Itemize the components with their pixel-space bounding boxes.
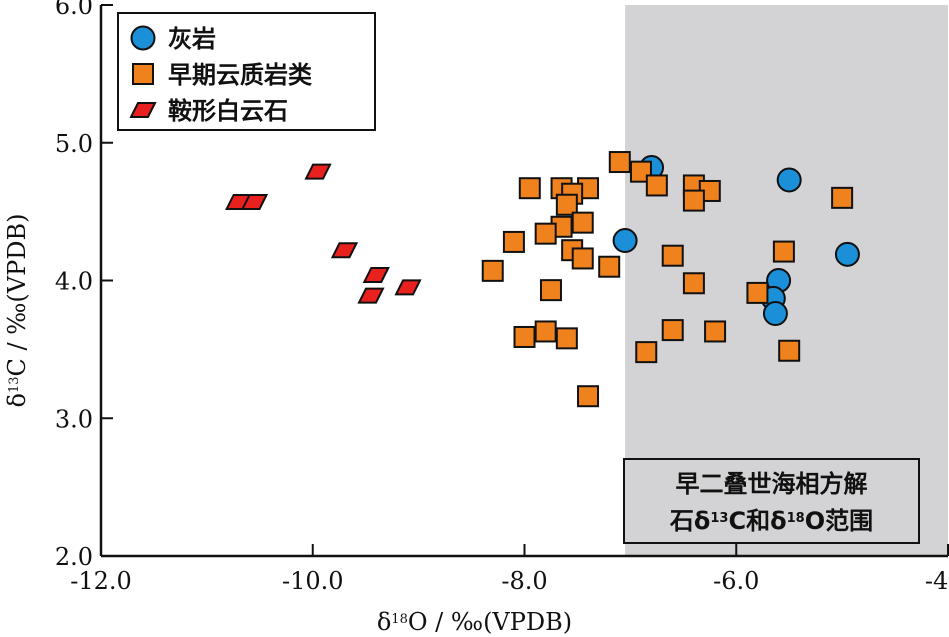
region-label-box xyxy=(623,458,920,544)
point-square xyxy=(746,281,769,304)
region-label-part: 石δ xyxy=(669,507,711,535)
series-square-group xyxy=(481,151,854,408)
legend-marker-square xyxy=(132,63,154,85)
y-tick-label: 6.0 xyxy=(55,0,93,20)
series-parallelogram-group xyxy=(225,163,422,304)
point-square xyxy=(635,341,658,364)
y-axis-title-part: δ xyxy=(3,393,31,407)
y-tick-label: 3.0 xyxy=(55,405,93,433)
point-parallelogram xyxy=(362,266,390,283)
region-label-sup: 18 xyxy=(787,511,805,526)
point-square xyxy=(481,259,504,282)
x-tick-label: -8.0 xyxy=(501,567,547,595)
y-axis-title-sup: 13 xyxy=(7,377,22,394)
x-axis-title-part: δ xyxy=(377,608,391,636)
point-square xyxy=(513,325,536,348)
point-circle xyxy=(762,301,788,327)
point-square xyxy=(571,247,594,270)
point-square xyxy=(661,244,684,267)
point-square xyxy=(577,385,600,408)
point-square xyxy=(598,255,621,278)
legend-label: 鞍形白云石 xyxy=(168,97,288,125)
point-parallelogram xyxy=(330,242,359,259)
y-tick-label: 5.0 xyxy=(55,130,93,158)
point-square xyxy=(778,339,801,362)
legend-label: 早期云质岩类 xyxy=(168,61,313,89)
x-tick-label: -10.0 xyxy=(282,567,344,595)
point-square xyxy=(555,327,578,350)
y-axis-title: δ13C / ‰(VPDB) xyxy=(3,214,31,408)
region-label-part: O范围 xyxy=(805,507,873,535)
legend-label: 灰岩 xyxy=(168,25,216,53)
point-square xyxy=(534,222,557,245)
x-tick-label: -6.0 xyxy=(713,567,759,595)
region-label-part: C和δ xyxy=(728,507,786,535)
point-circle xyxy=(834,241,860,267)
point-parallelogram xyxy=(394,279,422,296)
point-square xyxy=(608,151,631,174)
point-parallelogram xyxy=(240,193,269,210)
point-square xyxy=(645,174,668,197)
point-parallelogram xyxy=(304,163,332,180)
legend-marker-parallelogram xyxy=(129,102,157,118)
point-circle xyxy=(612,228,638,254)
point-square xyxy=(682,272,705,295)
x-axis-title-part: O / ‰(VPDB) xyxy=(408,608,572,636)
legend-box xyxy=(117,12,376,131)
point-square xyxy=(534,320,557,343)
point-square xyxy=(502,230,525,253)
x-axis-title-sup: 18 xyxy=(391,612,408,627)
point-square xyxy=(831,186,854,209)
point-square xyxy=(539,279,562,302)
region-label-line2: 石δ13C和δ18O范围 xyxy=(669,507,873,535)
point-square xyxy=(772,240,795,263)
y-tick-label: 4.0 xyxy=(55,268,93,296)
point-square xyxy=(555,193,578,216)
y-tick-label: 2.0 xyxy=(55,543,93,571)
point-circle xyxy=(776,167,802,193)
point-square xyxy=(571,211,594,234)
point-square xyxy=(682,189,705,212)
point-square xyxy=(518,177,541,200)
legend-marker-circle xyxy=(130,25,156,51)
x-tick-label: -4.0 xyxy=(925,567,949,595)
x-tick-label: -12.0 xyxy=(70,567,132,595)
x-axis-title: δ18O / ‰(VPDB) xyxy=(377,608,572,636)
y-axis-title-part: C / ‰(VPDB) xyxy=(3,214,31,377)
point-square xyxy=(704,320,727,343)
point-square xyxy=(661,319,684,342)
point-parallelogram xyxy=(357,287,385,304)
region-label-line1: 早二叠世海相方解 xyxy=(676,470,868,498)
region-label-sup: 13 xyxy=(710,511,728,526)
